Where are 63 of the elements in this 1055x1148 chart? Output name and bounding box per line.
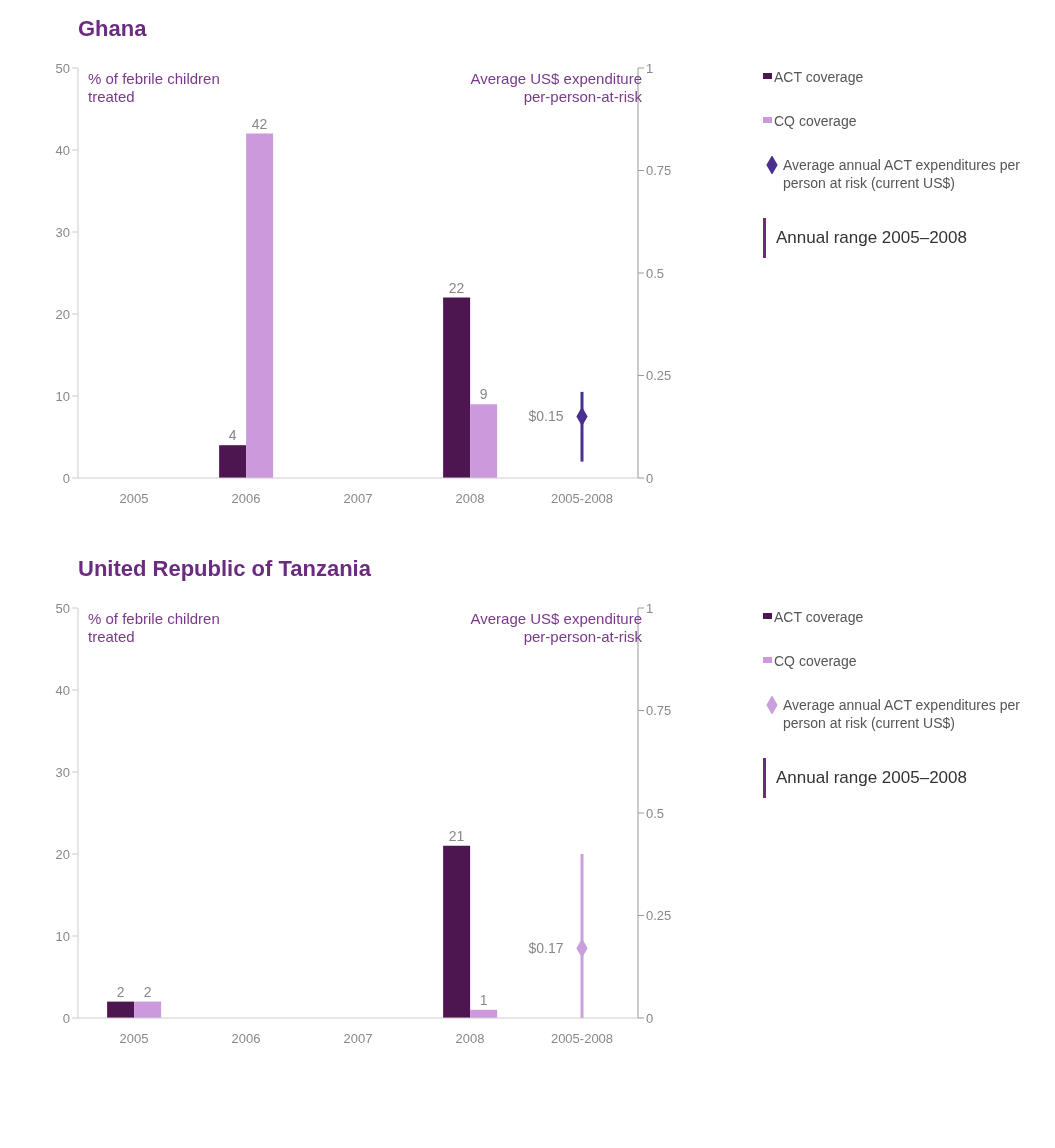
data-label: 1 <box>479 991 488 1008</box>
legend-label: ACT coverage <box>774 68 864 86</box>
data-label: 21 <box>448 827 465 844</box>
y2-tick-label: 0 <box>646 470 654 486</box>
data-label: $0.15 <box>528 408 564 425</box>
bar <box>219 445 247 478</box>
y2-tick-label: 0.25 <box>646 908 672 924</box>
x-tick-label: 2006 <box>231 1031 261 1047</box>
y-tick-label: 30 <box>55 224 70 240</box>
y-tick-label: 0 <box>62 1010 70 1026</box>
legend-label: Average annual ACT expenditures per person at risk (current US$) <box>783 156 1021 192</box>
data-label: 2 <box>143 983 152 1000</box>
y-tick-label: 40 <box>55 682 70 698</box>
y2-tick-label: 0.75 <box>646 703 672 719</box>
x-tick-label: 2008 <box>455 491 485 507</box>
bar <box>443 297 471 478</box>
x-tick-label: 2005-2008 <box>550 1031 614 1047</box>
y-tick-label: 20 <box>55 306 70 322</box>
y2-tick-label: 0.5 <box>646 265 665 281</box>
data-label: 4 <box>228 427 237 444</box>
legend-label: Average annual ACT expenditures per person at risk (current US$) <box>783 696 1021 732</box>
text: Annual range 2005–2008 <box>776 228 967 248</box>
data-label: 22 <box>448 279 465 296</box>
y-tick-label: 0 <box>62 470 70 486</box>
bar <box>134 1001 162 1018</box>
data-label: 9 <box>479 386 488 403</box>
y2-tick-label: 0.25 <box>646 368 672 384</box>
y-tick-label: 20 <box>55 846 70 862</box>
data-label: 2 <box>116 983 125 1000</box>
x-tick-label: 2007 <box>343 491 373 507</box>
y2-tick-label: 0.75 <box>646 163 672 179</box>
data-label: 42 <box>251 115 268 132</box>
bar <box>443 845 471 1018</box>
legend-label: CQ coverage <box>774 112 857 130</box>
y-tick-label: 10 <box>55 388 70 404</box>
y-axis-title: % of febrile children treated <box>88 70 221 106</box>
bar <box>246 133 274 478</box>
legend-label: CQ coverage <box>774 652 857 670</box>
y2-axis-title: Average US$ expenditure per-person-at-risk <box>469 610 642 646</box>
x-tick-label: 2005-2008 <box>550 491 614 507</box>
text: Annual range 2005–2008 <box>776 768 967 788</box>
y-tick-label: 50 <box>55 60 70 76</box>
x-tick-label: 2005 <box>119 1031 149 1047</box>
x-tick-label: 2008 <box>455 1031 485 1047</box>
y-axis-title: % of febrile children treated <box>88 610 221 646</box>
bar <box>107 1001 135 1018</box>
y2-axis-title: Average US$ expenditure per-person-at-risk <box>469 70 642 106</box>
legend-label: ACT coverage <box>774 608 864 626</box>
x-tick-label: 2006 <box>231 491 261 507</box>
y-tick-label: 50 <box>55 600 70 616</box>
y2-tick-label: 1 <box>646 60 654 76</box>
y2-tick-label: 1 <box>646 600 654 616</box>
x-tick-label: 2005 <box>119 491 149 507</box>
bar <box>470 404 498 478</box>
y-tick-label: 40 <box>55 142 70 158</box>
y2-tick-label: 0.5 <box>646 805 665 821</box>
data-label: $0.17 <box>528 940 564 957</box>
x-tick-label: 2007 <box>343 1031 373 1047</box>
y-tick-label: 10 <box>55 928 70 944</box>
y2-tick-label: 0 <box>646 1010 654 1026</box>
chart-title: Ghana <box>78 16 147 42</box>
chart-title: United Republic of Tanzania <box>78 556 371 582</box>
y-tick-label: 30 <box>55 764 70 780</box>
